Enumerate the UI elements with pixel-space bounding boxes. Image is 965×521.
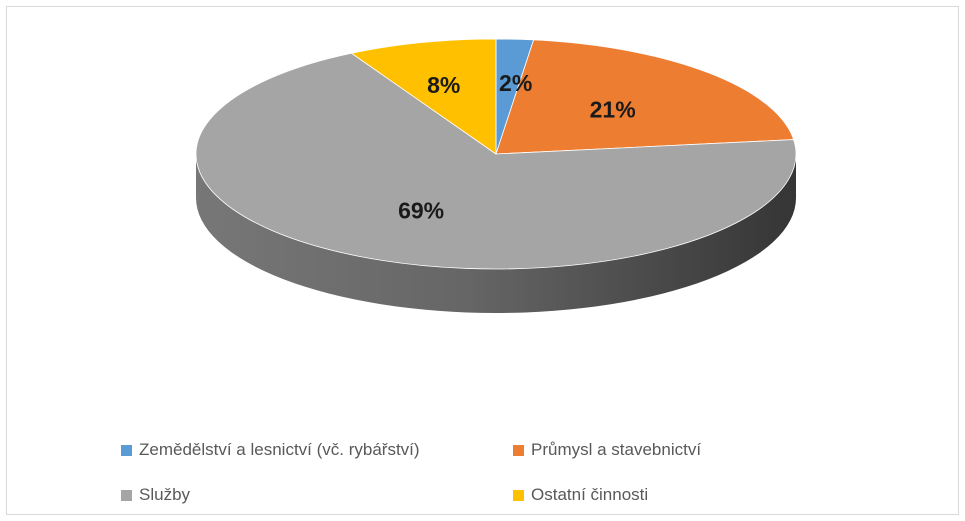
data-label-other: 8% — [427, 72, 460, 98]
legend-swatch-agriculture — [121, 444, 132, 456]
chart-frame: 2% 21% 69% 8% Zemědělství a lesnictví (vč. … — [6, 6, 959, 515]
pie-chart: 2% 21% 69% 8% — [195, 38, 797, 313]
legend-label-agriculture: Zemědělství a lesnictví (vč. rybářství) — [139, 440, 420, 459]
legend-label-services: Služby — [139, 485, 191, 504]
legend-item-agriculture: Zemědělství a lesnictví (vč. rybářství) — [121, 435, 420, 465]
legend-label-other: Ostatní činnosti — [531, 485, 649, 504]
pie-slice-other — [350, 38, 497, 155]
legend-swatch-other — [513, 489, 524, 501]
data-label-industry: 21% — [590, 96, 636, 122]
legend-item-other: Ostatní činnosti — [513, 480, 648, 510]
legend-swatch-services — [121, 489, 132, 501]
legend: Zemědělství a lesnictví (vč. rybářství) … — [121, 435, 881, 515]
pie-slice-industry — [495, 39, 795, 155]
legend-swatch-industry — [513, 444, 524, 456]
legend-item-industry: Průmysl a stavebnictví — [513, 435, 701, 465]
legend-item-services: Služby — [121, 480, 190, 510]
data-label-agriculture: 2% — [499, 70, 532, 96]
pie-slice-services — [195, 52, 797, 270]
data-label-services: 69% — [398, 197, 444, 223]
pie-side-services — [196, 154, 796, 313]
legend-label-industry: Průmysl a stavebnictví — [531, 440, 702, 459]
